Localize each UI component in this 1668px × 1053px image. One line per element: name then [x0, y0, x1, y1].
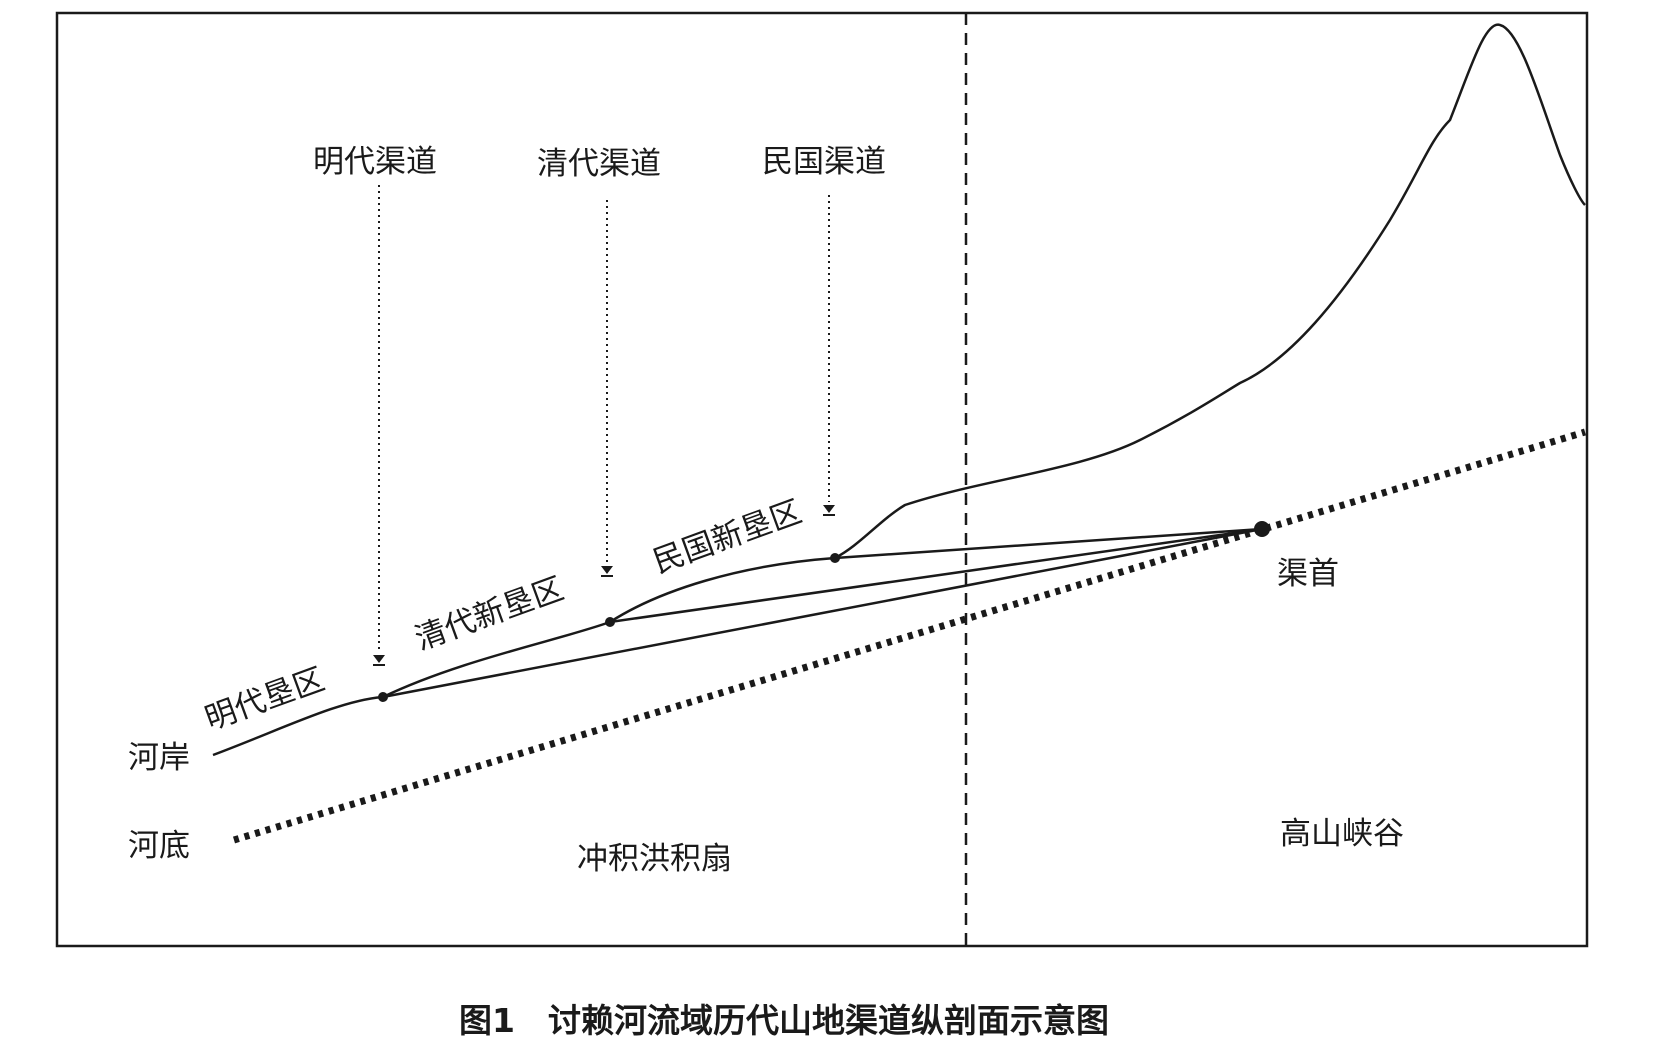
river-bank-label: 河岸: [128, 740, 190, 776]
canal-head-dot: [1254, 521, 1270, 537]
minguo-canal-line: [834, 527, 1263, 560]
diagram-frame: [55, 11, 1589, 948]
qing-channel-label: 清代渠道: [537, 146, 661, 182]
river-bed-line: [232, 428, 1587, 844]
canal-head-label: 渠首: [1277, 556, 1339, 592]
qing-water-level-icon: [601, 566, 613, 577]
ming-channel-label: 明代渠道: [313, 144, 437, 180]
qing-junction-dot: [605, 617, 615, 627]
figure-caption: 图1 讨赖河流域历代山地渠道纵剖面示意图: [459, 1001, 1109, 1040]
river-bed-label: 河底: [128, 828, 190, 864]
qing-canal-line: [609, 527, 1263, 624]
minguo-water-level-icon: [823, 505, 835, 516]
ming-water-level-icon: [373, 655, 385, 666]
river-bank-terrain-line: [212, 23, 1586, 757]
minguo-channel-label: 民国渠道: [762, 144, 886, 180]
qing-reclamation-zone-label: 清代新垦区: [410, 571, 568, 658]
minguo-reclamation-zone-label: 民国新垦区: [648, 494, 806, 581]
ming-reclamation-zone-label: 明代垦区: [200, 661, 329, 737]
ming-canal-line: [382, 527, 1263, 699]
ming-junction-dot: [378, 692, 388, 702]
alluvial-fan-label: 冲积洪积扇: [577, 841, 732, 877]
minguo-junction-dot: [830, 553, 840, 563]
high-mountain-gorge-label: 高山峡谷: [1280, 816, 1404, 852]
